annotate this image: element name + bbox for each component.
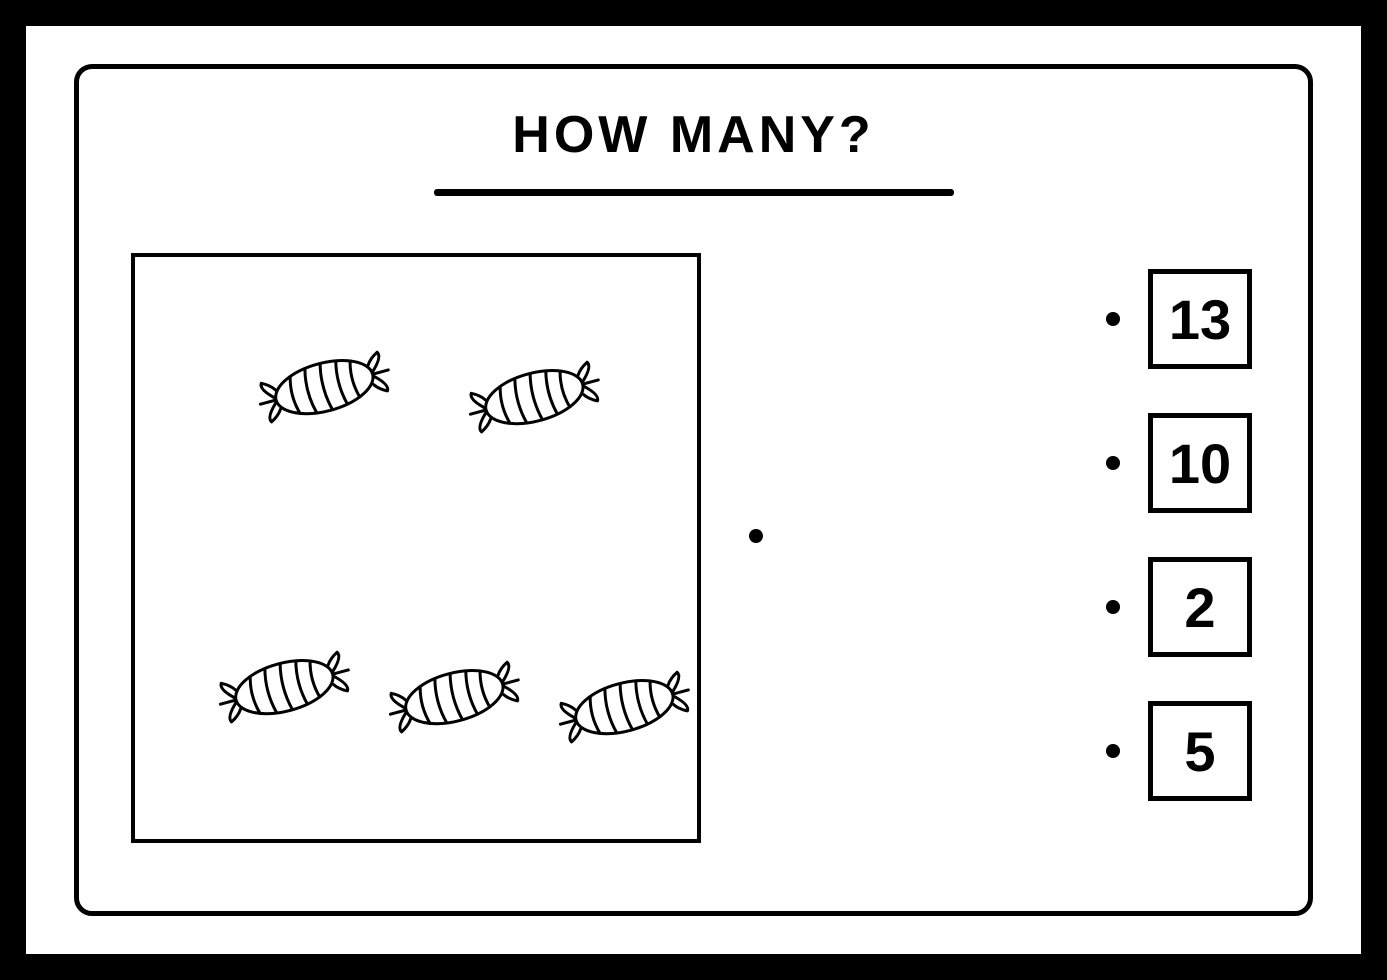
answer-value: 10 [1148,413,1252,513]
answer-value: 5 [1148,701,1252,801]
candy-icon [459,350,611,449]
worksheet-card: HOW MANY? 13 10 2 5 [74,64,1313,916]
match-dot-target[interactable] [1106,456,1120,470]
candy-icon [209,640,361,739]
answer-option[interactable]: 2 [1106,557,1252,657]
answer-value: 2 [1148,557,1252,657]
candy-icon [379,650,531,749]
page-title: HOW MANY? [512,105,874,165]
match-dot-target[interactable] [1106,600,1120,614]
answer-option[interactable]: 5 [1106,701,1252,801]
candy-icon [249,340,401,439]
title-underline [434,189,954,196]
answer-option[interactable]: 10 [1106,413,1252,513]
answer-option[interactable]: 13 [1106,269,1252,369]
answer-value: 13 [1148,269,1252,369]
counting-box [131,253,701,843]
candy-icon [549,660,701,759]
match-dot-target[interactable] [1106,312,1120,326]
answer-options: 13 10 2 5 [1106,269,1252,801]
outer-frame: HOW MANY? 13 10 2 5 [0,0,1387,980]
match-dot-target[interactable] [1106,744,1120,758]
match-dot-source[interactable] [749,529,763,543]
